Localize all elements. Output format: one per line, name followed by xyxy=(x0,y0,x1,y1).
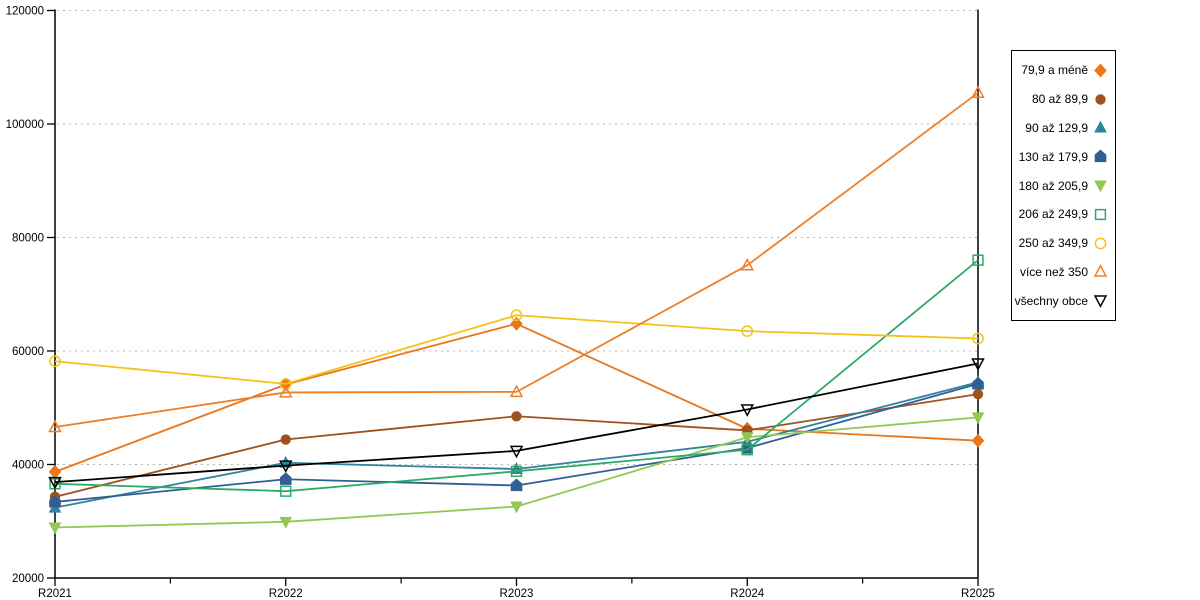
y-tick-label: 100000 xyxy=(6,119,44,131)
y-tick-label: 40000 xyxy=(12,460,44,472)
legend-label: všechny obce xyxy=(1014,293,1088,308)
legend-label: více než 350 xyxy=(1019,264,1088,279)
data-point-pentagon-icon xyxy=(972,376,984,390)
data-point-diamond-icon xyxy=(48,464,62,479)
legend-label: 79,9 a méně xyxy=(1021,63,1088,78)
legend-label: 80 až 89,9 xyxy=(1031,92,1088,107)
legend-marker-circle-icon xyxy=(1094,237,1107,250)
legend-item: 79,9 a méně xyxy=(1016,56,1108,85)
y-tick-label: 80000 xyxy=(12,233,44,245)
legend-label: 206 až 249,9 xyxy=(1018,207,1088,222)
data-point-triangle-down-icon xyxy=(279,516,293,529)
series-line-7 xyxy=(54,92,979,428)
legend-marker-triangle-down-icon xyxy=(1094,180,1107,193)
x-tick-label: R2025 xyxy=(961,588,995,600)
legend-marker-square-icon xyxy=(1094,208,1107,221)
data-point-pentagon-icon xyxy=(49,494,61,508)
legend-label: 130 až 179,9 xyxy=(1018,149,1088,164)
data-point-pentagon-icon xyxy=(279,472,292,485)
legend-marker-circle-icon xyxy=(1095,93,1106,105)
data-point-square-icon xyxy=(972,254,984,266)
data-point-triangle-down-icon xyxy=(510,501,523,514)
legend-label: 250 až 349,9 xyxy=(1018,236,1088,251)
data-point-circle-icon xyxy=(972,332,984,345)
data-point-diamond-icon xyxy=(971,433,985,448)
y-tick-label: 60000 xyxy=(12,346,44,358)
x-tick-label: R2024 xyxy=(730,588,764,600)
series-line-8 xyxy=(54,362,979,483)
series-line-5 xyxy=(54,259,979,493)
chart-legend: 79,9 a méně 80 až 89,9 90 až 129,9 130 až 1… xyxy=(1011,50,1116,322)
data-point-circle-icon xyxy=(510,309,523,322)
data-point-triangle-down-icon xyxy=(971,358,985,371)
data-point-triangle-down-icon xyxy=(278,460,293,474)
legend-item: 206 až 249,9 xyxy=(1016,200,1108,229)
data-point-pentagon-icon xyxy=(510,478,523,492)
data-point-triangle-up-icon xyxy=(971,85,985,99)
legend-item: 130 až 179,9 xyxy=(1016,142,1108,171)
x-tick-label: R2022 xyxy=(269,588,303,600)
data-point-triangle-up-icon xyxy=(278,385,293,398)
legend-marker-pentagon-icon xyxy=(1094,149,1107,163)
data-point-triangle-down-icon xyxy=(509,445,524,459)
legend-item: 180 až 205,9 xyxy=(1016,171,1108,200)
legend-marker-diamond-icon xyxy=(1094,63,1107,78)
legend-item: 80 až 89,9 xyxy=(1016,85,1108,114)
data-point-circle-icon xyxy=(741,325,754,337)
legend-label: 90 až 129,9 xyxy=(1025,120,1088,135)
data-point-square-icon xyxy=(49,478,61,490)
legend-marker-triangle-down-icon xyxy=(1093,295,1108,309)
series-line-6 xyxy=(54,314,979,385)
data-point-circle-icon xyxy=(511,411,522,422)
data-point-triangle-up-icon xyxy=(48,419,62,433)
data-point-triangle-down-icon xyxy=(740,404,755,417)
data-point-triangle-down-icon xyxy=(48,476,62,490)
legend-item: 250 až 349,9 xyxy=(1016,229,1108,258)
legend-marker-triangle-up-icon xyxy=(1093,264,1108,278)
y-tick-label: 120000 xyxy=(6,6,44,18)
x-tick-label: R2023 xyxy=(500,588,534,600)
data-point-triangle-down-icon xyxy=(971,412,985,425)
data-point-diamond-icon xyxy=(510,316,523,331)
x-tick-label: R2021 xyxy=(38,588,72,600)
legend-label: 180 až 205,9 xyxy=(1018,178,1088,193)
data-point-triangle-up-icon xyxy=(509,384,524,398)
data-point-square-icon xyxy=(741,444,753,456)
data-point-triangle-up-icon xyxy=(740,257,755,271)
data-point-triangle-down-icon xyxy=(48,522,62,535)
data-point-circle-icon xyxy=(49,355,61,368)
y-tick-label: 20000 xyxy=(12,573,44,585)
data-point-square-icon xyxy=(280,485,292,497)
series-line-0 xyxy=(54,322,979,473)
data-point-circle-icon xyxy=(280,434,291,445)
data-point-square-icon xyxy=(510,465,523,477)
data-point-triangle-down-icon xyxy=(740,432,754,445)
legend-item: 90 až 129,9 xyxy=(1016,114,1108,143)
legend-item: všechny obce xyxy=(1014,286,1108,315)
legend-item: více než 350 xyxy=(1016,258,1108,287)
data-point-circle-icon xyxy=(279,378,292,390)
data-point-circle-icon xyxy=(972,388,984,400)
legend-marker-triangle-up-icon xyxy=(1094,121,1107,133)
